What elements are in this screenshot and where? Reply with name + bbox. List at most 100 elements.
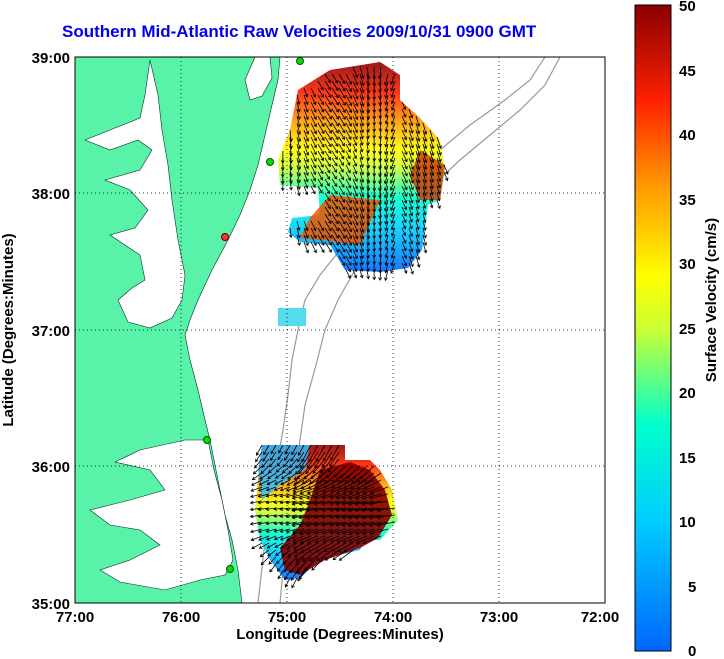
velocity-arrow (317, 101, 325, 113)
velocity-arrowhead (384, 269, 388, 274)
velocity-arrow (359, 66, 364, 79)
colorbar-tick-label: 40 (679, 127, 696, 144)
velocity-arrowhead (354, 74, 359, 79)
velocity-arrowhead (360, 129, 364, 134)
velocity-arrowhead (354, 496, 359, 500)
velocity-arrowhead (336, 490, 340, 494)
velocity-arrowhead (416, 137, 421, 142)
velocity-arrowhead (291, 523, 296, 528)
velocity-arrow (415, 136, 420, 149)
velocity-arrowhead (333, 169, 338, 173)
velocity-arrowhead (322, 539, 327, 544)
velocity-arrow (331, 143, 338, 154)
velocity-arrow (408, 241, 413, 252)
velocity-arrow (359, 178, 364, 190)
velocity-arrow (345, 255, 352, 266)
velocity-arrow (366, 101, 370, 113)
velocity-arrow (308, 542, 326, 553)
velocity-arrowhead (283, 463, 287, 468)
velocity-arrowhead (334, 205, 339, 210)
velocity-arrow (384, 178, 389, 191)
velocity-arrow (310, 220, 317, 231)
velocity-arrow (303, 185, 308, 195)
velocity-arrow (408, 248, 413, 260)
velocity-arrowhead (307, 540, 311, 544)
velocity-arrow (422, 220, 426, 231)
velocity-arrowhead (329, 530, 334, 535)
velocity-arrowhead (279, 500, 284, 505)
velocity-arrowhead (348, 214, 353, 219)
colorbar-tick-label: 20 (679, 385, 696, 402)
colorbar-tick-label: 25 (679, 321, 696, 338)
velocity-arrowhead (286, 537, 290, 541)
velocity-arrow (366, 87, 370, 100)
velocity-arrow (314, 528, 333, 535)
velocity-arrow (288, 556, 298, 565)
velocity-arrow (429, 199, 433, 208)
velocity-arrowhead (335, 143, 339, 147)
velocity-arrowhead (259, 476, 264, 480)
velocity-arrowhead (288, 234, 293, 239)
velocity-arrow (324, 542, 340, 552)
velocity-arrow (292, 528, 312, 535)
velocity-arrowhead (298, 502, 303, 506)
velocity-arrow (422, 199, 426, 209)
velocity-arrow (352, 143, 357, 153)
velocity-arrowhead (341, 496, 346, 500)
velocity-arrowhead (348, 123, 352, 127)
velocity-arrowhead (423, 234, 427, 239)
velocity-arrow (352, 80, 359, 93)
velocity-arrow (352, 220, 358, 233)
velocity-arrowhead (422, 219, 427, 224)
velocity-arrowhead (320, 157, 324, 162)
velocity-arrowhead (348, 109, 353, 114)
velocity-arrowhead (304, 185, 309, 189)
velocity-arrow (385, 108, 389, 118)
velocity-arrowhead (354, 249, 359, 253)
velocity-arrowhead (270, 457, 274, 462)
velocity-arrow (415, 129, 420, 142)
velocity-arrow (401, 234, 407, 244)
velocity-arrowhead (277, 575, 282, 580)
velocity-arrow (280, 535, 291, 541)
velocity-arrow (384, 150, 389, 162)
velocity-arrow (310, 185, 316, 194)
velocity-arrowhead (279, 494, 284, 498)
velocity-arrowhead (268, 560, 272, 565)
velocity-arrow (348, 514, 368, 519)
velocity-arrow (385, 269, 389, 281)
velocity-arrowhead (403, 199, 408, 204)
velocity-arrowhead (284, 450, 289, 455)
velocity-arrow (331, 227, 339, 239)
velocity-arrowhead (348, 242, 352, 246)
velocity-arrow (415, 171, 420, 184)
velocity-arrow (422, 227, 427, 238)
colorbar-tick-label: 10 (679, 514, 696, 531)
velocity-arrow (324, 122, 332, 134)
velocity-arrow (345, 213, 352, 225)
velocity-arrow (342, 514, 361, 519)
velocity-arrowhead (292, 482, 297, 486)
velocity-arrow (331, 178, 338, 187)
velocity-arrowhead (321, 123, 325, 128)
velocity-arrowhead (324, 557, 329, 561)
velocity-arrowhead (310, 475, 315, 480)
velocity-arrow (384, 185, 389, 198)
velocity-arrowhead (384, 136, 389, 140)
velocity-arrow (348, 500, 368, 505)
velocity-arrow (331, 213, 339, 224)
velocity-arrow (379, 171, 382, 184)
velocity-arrowhead (328, 249, 332, 253)
velocity-arrow (408, 171, 414, 184)
velocity-arrow (379, 73, 382, 86)
velocity-arrowhead (366, 135, 370, 140)
velocity-arrow (296, 157, 301, 170)
velocity-arrow (358, 472, 375, 485)
velocity-arrowhead (297, 458, 301, 463)
velocity-arrowhead (304, 227, 309, 232)
velocity-arrow (331, 542, 347, 552)
velocity-arrowhead (348, 207, 352, 211)
velocity-arrowhead (292, 529, 296, 534)
velocity-arrowhead (265, 487, 270, 492)
velocity-arrow (303, 164, 309, 176)
